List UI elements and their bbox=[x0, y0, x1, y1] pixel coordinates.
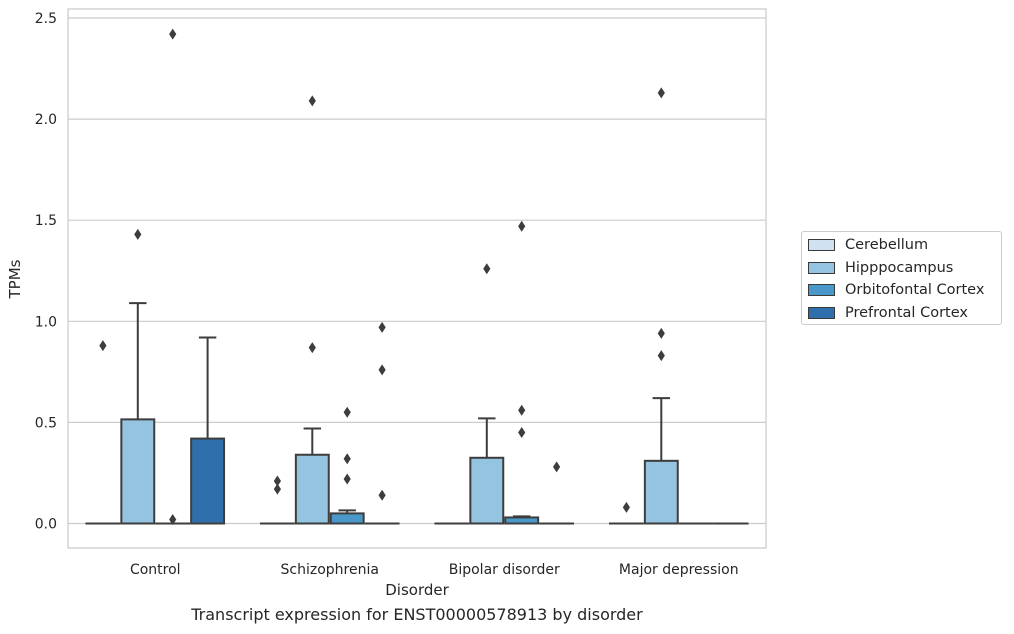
legend-swatch bbox=[808, 239, 835, 252]
legend: Cerebellum Hipppocampus Orbitofontal Corte… bbox=[801, 231, 1002, 325]
legend-label: Prefrontal Cortex bbox=[845, 304, 968, 321]
outlier-point bbox=[99, 340, 107, 352]
x-tick-label: Bipolar disorder bbox=[449, 562, 560, 578]
outlier-point bbox=[378, 364, 386, 376]
y-tick-label: 2.5 bbox=[35, 11, 57, 27]
outliers bbox=[99, 28, 665, 525]
outlier-point bbox=[657, 87, 665, 99]
outlier-point bbox=[308, 95, 316, 107]
outlier-point bbox=[553, 461, 561, 473]
y-tick-label: 2.0 bbox=[35, 112, 57, 128]
box-body bbox=[469, 456, 505, 525]
outlier-point bbox=[657, 350, 665, 362]
outlier-point bbox=[343, 453, 351, 465]
box-hipppocampus bbox=[469, 417, 505, 525]
outlier-point bbox=[169, 513, 177, 525]
box-hipppocampus bbox=[643, 397, 679, 525]
box-body bbox=[120, 418, 156, 525]
outlier-point bbox=[518, 427, 526, 439]
x-axis-label: Disorder bbox=[385, 581, 449, 599]
box-body bbox=[190, 437, 226, 525]
y-tick-labels: 0.0 0.5 1.0 1.5 2.0 2.5 bbox=[35, 11, 57, 533]
outlier-point bbox=[483, 263, 491, 275]
legend-item: Cerebellum bbox=[808, 234, 1001, 257]
outlier-point bbox=[622, 501, 630, 513]
legend-swatch bbox=[808, 284, 835, 297]
y-tick-label: 0.5 bbox=[35, 415, 57, 431]
outlier-point bbox=[134, 228, 142, 240]
legend-swatch bbox=[808, 261, 835, 274]
legend-label: Orbitofontal Cortex bbox=[845, 282, 985, 299]
plot-frame bbox=[67, 8, 767, 549]
outlier-point bbox=[378, 489, 386, 501]
outlier-point bbox=[518, 404, 526, 416]
x-tick-label: Control bbox=[130, 562, 181, 578]
outlier-point bbox=[657, 327, 665, 339]
outlier-point bbox=[169, 28, 177, 40]
outlier-point bbox=[273, 483, 281, 495]
outlier-point bbox=[378, 321, 386, 333]
outlier-point bbox=[343, 473, 351, 485]
outlier-point bbox=[308, 342, 316, 354]
box-body bbox=[329, 512, 365, 525]
legend-item: Orbitofontal Cortex bbox=[808, 279, 1001, 302]
outlier-point bbox=[273, 475, 281, 487]
box-body bbox=[294, 453, 330, 525]
y-axis-label: TPMs bbox=[6, 259, 24, 299]
box-prefrontal-cortex bbox=[190, 336, 226, 525]
x-tick-label: Major depression bbox=[619, 562, 739, 578]
box-orbitofontal-cortex bbox=[329, 509, 365, 525]
y-tick-label: 0.0 bbox=[35, 517, 57, 533]
box-body bbox=[643, 459, 679, 525]
figure-caption: Transcript expression for ENST0000057891… bbox=[191, 605, 643, 624]
y-tick-label: 1.0 bbox=[35, 314, 57, 330]
y-tick-label: 1.5 bbox=[35, 213, 57, 229]
legend-label: Hipppocampus bbox=[845, 259, 954, 276]
boxes bbox=[85, 302, 749, 525]
legend-item: Prefrontal Cortex bbox=[808, 302, 1001, 325]
box-orbitofontal-cortex bbox=[504, 515, 540, 525]
legend-swatch bbox=[808, 306, 835, 319]
legend-item: Hipppocampus bbox=[808, 257, 1001, 280]
legend-label: Cerebellum bbox=[845, 237, 929, 254]
x-tick-labels: Control Schizophrenia Bipolar disorder Majo… bbox=[130, 562, 739, 578]
outlier-point bbox=[518, 220, 526, 232]
outlier-point bbox=[343, 406, 351, 418]
box-hipppocampus bbox=[294, 427, 330, 525]
x-tick-label: Schizophrenia bbox=[281, 562, 379, 578]
box-hipppocampus bbox=[120, 302, 156, 525]
